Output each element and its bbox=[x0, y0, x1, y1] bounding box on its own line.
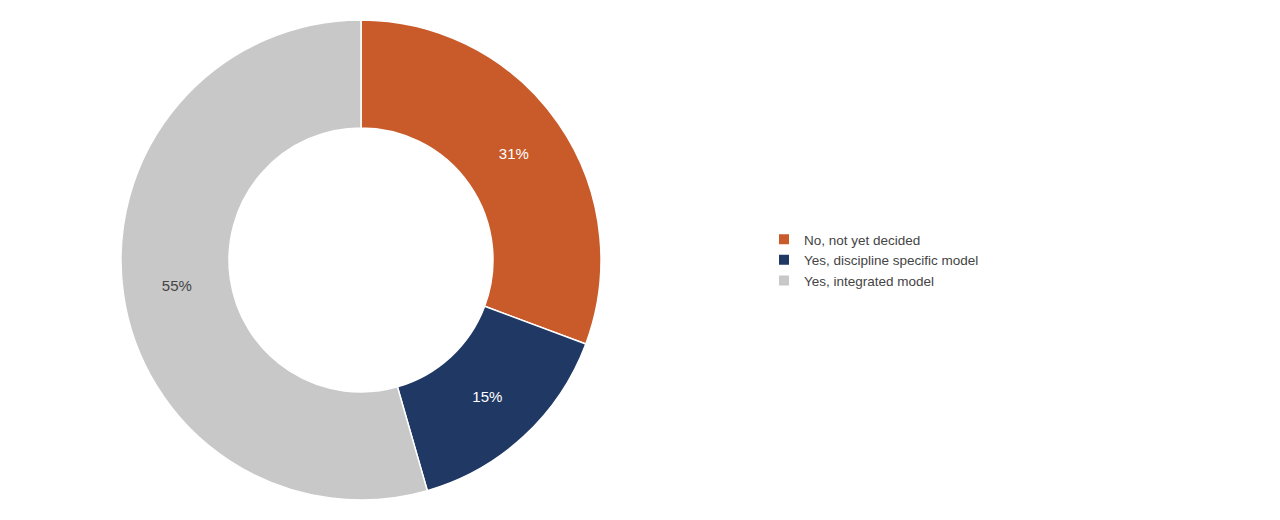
svg-text:Yes, integrated model: Yes, integrated model bbox=[804, 274, 934, 289]
svg-text:No, not yet decided: No, not yet decided bbox=[804, 233, 920, 248]
svg-text:Yes, discipline specific model: Yes, discipline specific model bbox=[804, 253, 978, 268]
svg-text:31%: 31% bbox=[499, 145, 529, 162]
svg-text:55%: 55% bbox=[162, 277, 192, 294]
svg-text:15%: 15% bbox=[472, 388, 502, 405]
